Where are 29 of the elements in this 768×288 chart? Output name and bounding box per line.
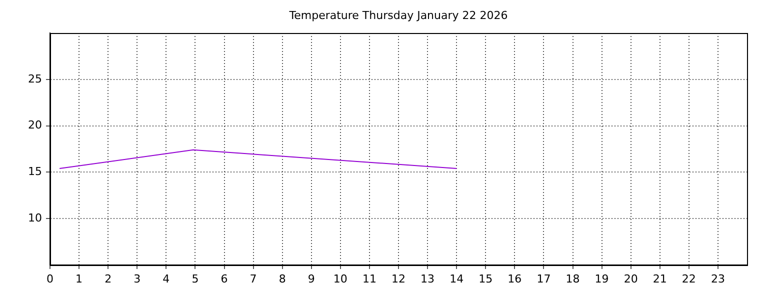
x-tick-label: 14: [450, 272, 464, 286]
x-tick-label: 1: [76, 272, 83, 286]
y-tick-label: 15: [28, 165, 42, 178]
x-tick-label: 4: [162, 272, 170, 286]
x-tick-label: 3: [134, 272, 141, 286]
chart-title: Temperature Thursday January 22 2026: [288, 8, 508, 22]
x-tick-label: 22: [682, 272, 696, 286]
x-tick-label: 17: [536, 272, 551, 286]
y-tick-label: 20: [28, 118, 42, 132]
x-tick-label: 20: [624, 272, 638, 286]
x-tick-label: 2: [104, 272, 112, 286]
y-tick-label: 10: [28, 211, 42, 224]
x-tick-label: 18: [566, 272, 580, 286]
x-tick-label: 19: [594, 272, 609, 286]
x-tick-label: 0: [46, 272, 54, 286]
x-tick-label: 5: [192, 272, 199, 286]
x-tick-label: 9: [308, 272, 315, 286]
x-tick-label: 13: [420, 272, 435, 286]
x-tick-label: 10: [333, 272, 348, 286]
x-tick-label: 23: [710, 272, 725, 286]
x-tick-label: 21: [652, 272, 667, 286]
x-tick-label: 6: [220, 272, 228, 286]
x-tick-label: 15: [478, 272, 493, 286]
x-tick-label: 16: [508, 272, 522, 286]
y-tick-label: 25: [28, 72, 42, 86]
x-tick-label: 11: [362, 272, 376, 286]
x-tick-label: 12: [392, 272, 406, 286]
x-tick-label: 7: [250, 272, 257, 286]
x-tick-label: 8: [278, 272, 286, 286]
